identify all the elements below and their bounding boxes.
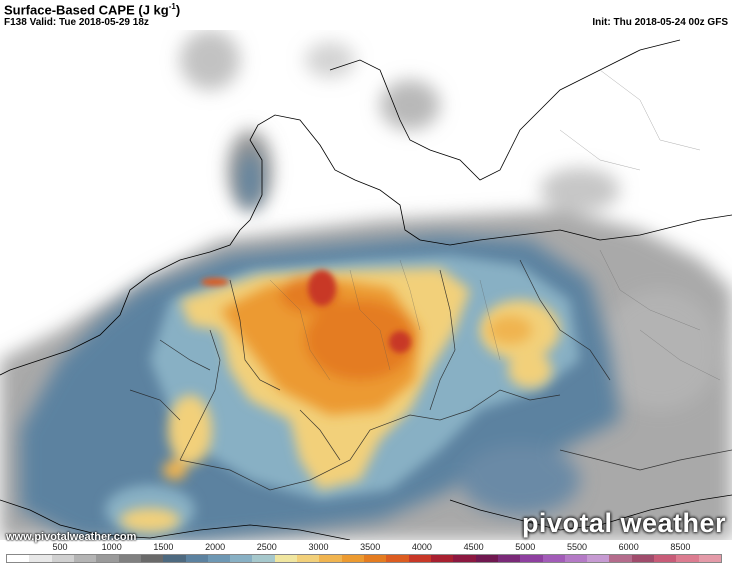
colorbar-tick-label: 3500 [360, 542, 381, 552]
header: Surface-Based CAPE (J kg-1) F138 Valid: … [0, 0, 732, 30]
colorbar-swatch [497, 555, 521, 562]
colorbar-swatch [408, 555, 431, 562]
colorbar-swatch [252, 555, 275, 562]
colorbar-swatch [341, 555, 364, 562]
init-time: Init: Thu 2018-05-24 00z GFS [592, 17, 728, 28]
colorbar-swatch [274, 555, 298, 562]
colorbar-swatch [475, 555, 498, 562]
colorbar-swatch [564, 555, 588, 562]
colorbar-tick-label: 4500 [463, 542, 484, 552]
colorbar-swatch [609, 555, 632, 562]
colorbar-tick-label: 8500 [670, 542, 691, 552]
colorbar-swatch [96, 555, 119, 562]
colorbar-swatch [207, 555, 231, 562]
colorbar-swatch [430, 555, 454, 562]
colorbar-swatch [73, 555, 97, 562]
colorbar-tick-label: 4000 [411, 542, 432, 552]
cape-map [0, 30, 732, 540]
colorbar-swatch [118, 555, 141, 562]
admin-lines [269, 69, 721, 381]
colorbar-swatch [676, 555, 699, 562]
colorbar-tick-label: 1500 [153, 542, 174, 552]
map-graphic [0, 30, 732, 540]
colorbar-tick-label: 1000 [101, 542, 122, 552]
colorbar-swatch [631, 555, 655, 562]
colorbar-tick-label: 2500 [256, 542, 277, 552]
colorbar-swatch [654, 555, 677, 562]
colorbar-swatch [297, 555, 320, 562]
colorbar-swatch [520, 555, 543, 562]
colorbar-tick-label: 6000 [618, 542, 639, 552]
colorbar-swatch [364, 555, 387, 562]
colorbar-tick-label: 500 [52, 542, 68, 552]
colorbar [6, 554, 722, 563]
brand-logo: pivotal weather [521, 508, 726, 538]
site-url: www.pivotalweather.com [6, 531, 137, 543]
colorbar-tick-label: 5500 [566, 542, 588, 552]
colorbar-swatch [319, 555, 342, 562]
colorbar-swatch [698, 555, 721, 562]
colorbar-tick-label: 3000 [308, 542, 329, 552]
colorbar-swatch [7, 555, 30, 562]
colorbar-ticks: 500 1000 1500 2000 2500 3000 3500 4000 4500 5000 5… [0, 542, 732, 554]
colorbar-swatch [453, 555, 476, 562]
colorbar-tick-label: 2000 [205, 542, 226, 552]
colorbar-swatch [587, 555, 610, 562]
borders [129, 259, 732, 491]
map-title: Surface-Based CAPE (J kg-1) [4, 2, 181, 18]
colorbar-swatch [140, 555, 164, 562]
colorbar-tick-label: 5000 [515, 542, 536, 552]
red-field [201, 270, 411, 353]
colorbar-swatch [51, 555, 74, 562]
colorbar-swatch [163, 555, 186, 562]
valid-time: F138 Valid: Tue 2018-05-29 18z [4, 17, 149, 28]
colorbar-swatch [29, 555, 52, 562]
colorbar-swatch [230, 555, 253, 562]
colorbar-swatch [386, 555, 409, 562]
colorbar-swatch [185, 555, 208, 562]
coastlines [0, 39, 732, 540]
colorbar-swatch [542, 555, 565, 562]
